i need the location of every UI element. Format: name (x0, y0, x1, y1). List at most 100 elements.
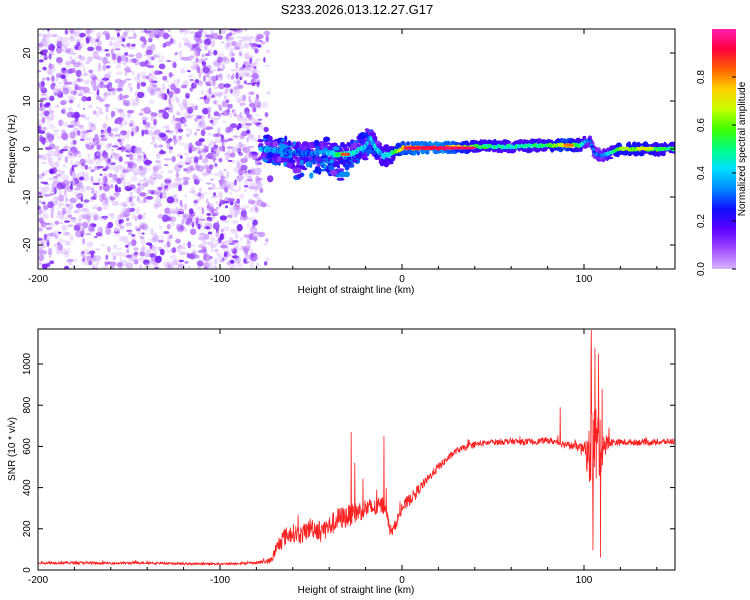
spectrogram-ridge-halo (258, 139, 264, 143)
spectrogram-noise-blob (216, 56, 223, 63)
spectrogram-noise-blob (150, 82, 154, 87)
spectrogram-noise-blob (69, 131, 76, 139)
spectrogram-noise-blob (132, 153, 137, 157)
spectrogram-noise-blob (156, 174, 163, 180)
spectrogram-noise-blob (255, 93, 260, 100)
spectrogram-noise-blob (115, 71, 123, 75)
spectrogram-noise-blob (228, 237, 234, 243)
spectrogram-noise-blob (48, 105, 52, 113)
spectrogram-noise-blob (178, 259, 185, 263)
spectrogram-noise-blob (76, 62, 82, 66)
spectrogram-noise-blob (52, 197, 57, 200)
spectrogram-noise-blob (40, 80, 45, 87)
spectrogram-noise-blob (73, 31, 81, 37)
spectrogram-noise-blob (115, 36, 124, 43)
spectrogram-noise-blob (95, 248, 101, 251)
spectrogram-noise-blob (217, 52, 225, 57)
spectrogram-noise-blob (105, 113, 109, 121)
spectrogram-noise-blob (243, 257, 249, 260)
spectrogram-noise-blob (82, 221, 88, 229)
spectrogram-noise-blob (178, 135, 183, 140)
spectrogram-noise-blob (161, 214, 170, 223)
spectrogram-noise-blob (176, 246, 182, 249)
spectrogram-noise-blob (143, 38, 147, 46)
spectrogram-noise-blob (239, 111, 243, 119)
spectrogram-noise-blob (241, 207, 246, 211)
spectrogram-noise-blob (39, 32, 44, 37)
spectrogram-noise-blob (148, 73, 152, 77)
spectrogram-transition-blob (315, 146, 320, 151)
spectrogram-noise-blob (264, 30, 270, 36)
spectrogram-noise-blob (153, 118, 157, 126)
spectrogram-noise-blob (122, 168, 126, 172)
spectrogram-noise-blob (203, 233, 210, 240)
spectrogram-noise-blob (194, 49, 201, 57)
spectrogram-noise-blob (55, 243, 62, 249)
spectrogram-noise-blob (168, 208, 176, 214)
spectrogram-noise-blob (166, 260, 170, 267)
spectrogram-noise-blob (57, 156, 62, 161)
spectrogram-noise-blob (95, 78, 103, 81)
spectrogram-noise-blob (141, 246, 146, 253)
spectrogram-noise-blob (193, 178, 200, 185)
spectrogram-noise-blob (38, 125, 42, 134)
spectrogram-noise-blob (264, 261, 268, 266)
spectrogram-noise-blob (167, 169, 174, 174)
spectrogram-noise-blob (77, 54, 82, 59)
spectrogram-noise-blob (48, 124, 56, 129)
spectrogram-noise-blob (238, 176, 242, 184)
spectrogram-noise-blob (64, 265, 70, 269)
spectrogram-noise-blob (250, 78, 256, 85)
spectrogram-noise-blob (137, 257, 141, 261)
spectrogram-noise-blob (171, 221, 175, 227)
spectrogram-noise-blob (248, 186, 256, 190)
spectrogram-noise-blob (76, 78, 84, 83)
spectrogram-noise-blob (233, 87, 239, 90)
spectrogram-noise-blob (156, 200, 162, 208)
spectrogram-noise-blob (148, 99, 155, 104)
spectrogram-ridge-halo (406, 141, 411, 146)
spectrogram-noise-blob (53, 105, 58, 108)
spectrogram-noise-blob (56, 173, 62, 177)
spectrogram-noise-blob (38, 237, 43, 241)
spectrogram-noise-blob (262, 30, 269, 36)
spectrogram-noise-blob (55, 249, 63, 255)
spectrogram-noise-blob (157, 239, 164, 243)
spectrogram-noise-blob (53, 196, 61, 200)
spectrogram-ridge-halo (615, 153, 620, 158)
spectrogram-noise-blob (38, 119, 43, 124)
spectrogram-noise-blob (212, 155, 216, 163)
spectrogram-noise-blob (173, 79, 177, 83)
spectrogram-noise-blob (182, 103, 188, 109)
spectrogram-noise-blob (236, 198, 240, 205)
spectrogram-noise-blob (104, 96, 109, 99)
spectrogram-noise-blob (119, 34, 128, 39)
spectrogram-noise-blob (180, 204, 184, 209)
spectrogram-noise-blob (210, 32, 215, 40)
spectrogram-noise-blob (49, 143, 56, 150)
colorbar-tick-label: 0.8 (696, 70, 707, 84)
spectrogram-noise-blob (102, 92, 107, 96)
spectrogram-noise-blob (131, 101, 137, 107)
spectrogram-noise-blob (58, 82, 62, 85)
spectrogram-noise-blob (188, 31, 196, 34)
spectrogram-noise-blob (104, 103, 110, 108)
spectrogram-noise-blob (123, 94, 130, 99)
spectrogram-noise-blob (174, 87, 181, 94)
spectrogram-noise-blob (76, 60, 81, 68)
spectrogram-noise-blob (203, 241, 211, 245)
spectrogram-noise-blob (161, 92, 167, 100)
spectrogram-noise-blob (237, 170, 241, 176)
spectrogram-noise-blob (213, 192, 217, 197)
spectrogram-noise-blob (43, 49, 49, 54)
spectrogram-noise-blob (122, 253, 127, 259)
spectrogram-noise-blob (47, 247, 53, 255)
spectrogram-noise-blob (119, 255, 123, 263)
spectrogram-noise-blob (88, 96, 92, 102)
spectrogram-noise-blob (125, 78, 132, 81)
spectrogram-noise-blob (189, 156, 192, 164)
spectrogram-noise-blob (53, 129, 60, 132)
spectrogram-noise-blob (210, 178, 214, 181)
spectrogram-noise-blob (141, 151, 146, 155)
